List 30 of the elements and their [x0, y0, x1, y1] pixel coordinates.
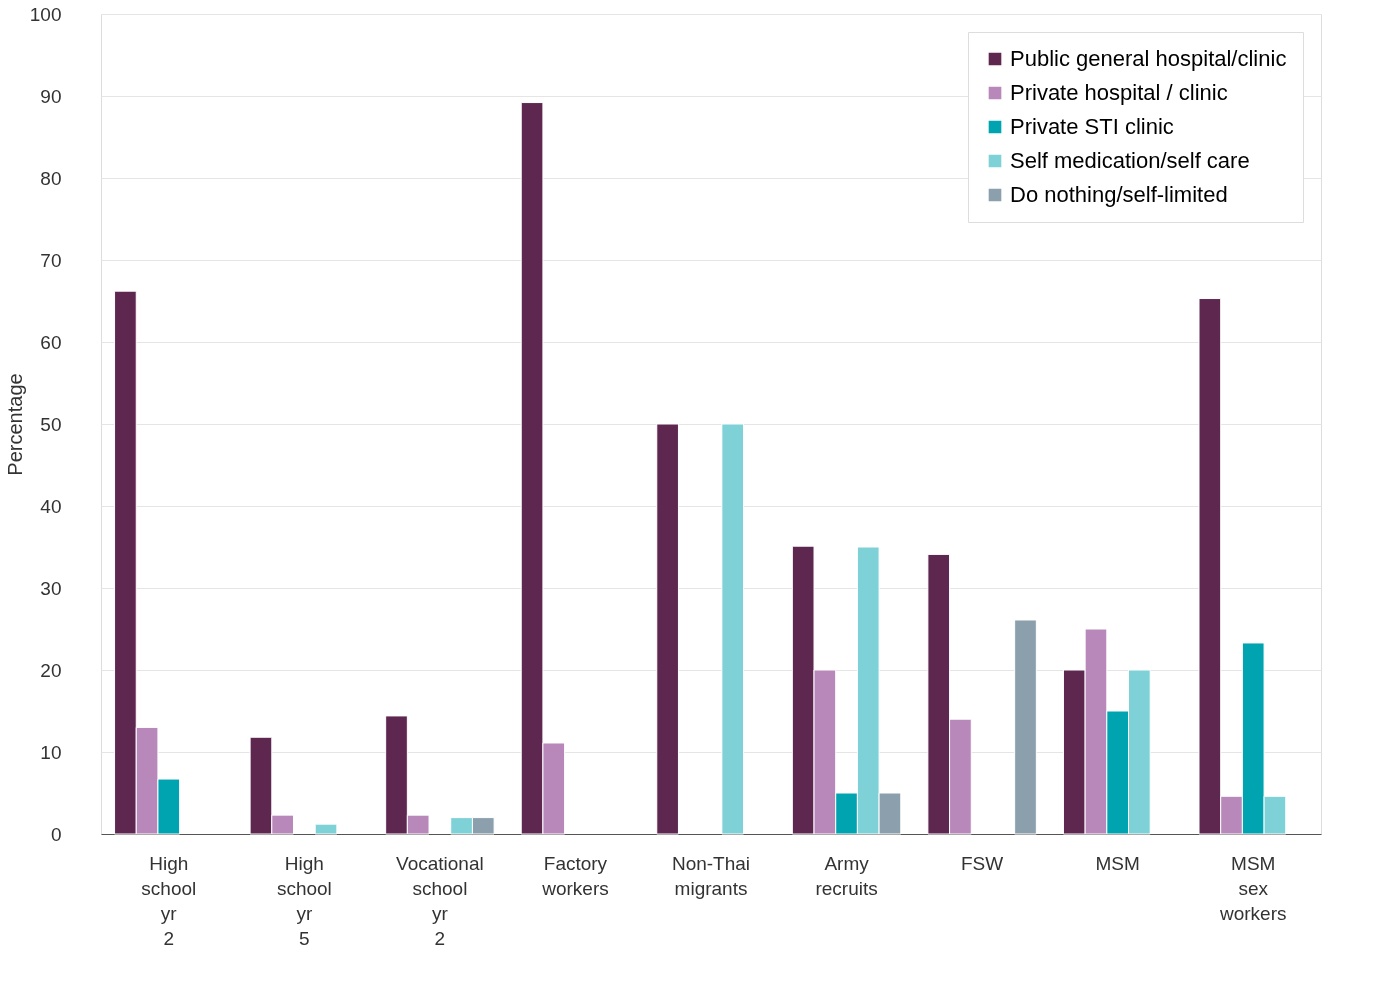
- x-tick-label: MSM: [1095, 852, 1140, 874]
- y-tick-label: 70: [40, 249, 62, 271]
- legend-label: Public general hospital/clinic: [1010, 46, 1287, 71]
- bar: [721, 423, 745, 835]
- legend-label: Private hospital / clinic: [1010, 80, 1228, 105]
- bar: [314, 823, 338, 835]
- x-tick-label: MSM sex workers: [1218, 852, 1287, 924]
- x-tick-label: High school yr 5: [276, 852, 332, 949]
- x-tick-label: Army recruits: [815, 852, 878, 899]
- y-tick-label: 30: [40, 577, 62, 599]
- y-tick-label: 80: [40, 167, 62, 189]
- legend-label: Self medication/self care: [1010, 148, 1250, 173]
- y-tick-label: 100: [29, 3, 62, 25]
- x-tick-label: FSW: [961, 852, 1004, 874]
- legend-label: Do nothing/self-limited: [1010, 182, 1228, 207]
- x-tick-label: Factory workers: [541, 852, 609, 899]
- y-tick-label: 0: [50, 823, 62, 845]
- y-tick-label: 90: [40, 85, 62, 107]
- x-tick-label: Non-Thai migrants: [671, 852, 751, 899]
- legend-label: Private STI clinic: [1010, 114, 1174, 139]
- y-tick-label: 10: [40, 741, 62, 763]
- y-tick-label: 20: [40, 659, 62, 681]
- bar: [1014, 619, 1037, 835]
- x-tick-label: High school yr 2: [141, 852, 197, 949]
- y-tick-label: 60: [40, 331, 62, 353]
- y-axis-title: Percentage: [3, 373, 26, 476]
- y-tick-label: 40: [40, 495, 62, 517]
- y-tick-label: 50: [40, 413, 62, 435]
- bar: [656, 423, 679, 835]
- x-tick-label: Vocational school yr 2: [396, 852, 484, 949]
